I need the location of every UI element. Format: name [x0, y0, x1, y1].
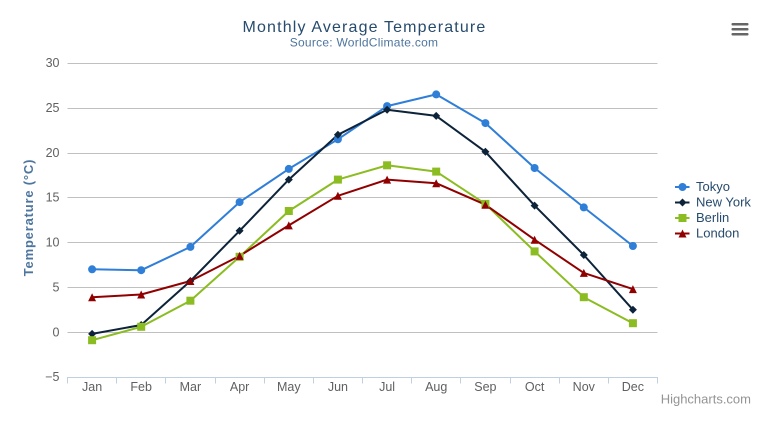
svg-text:0: 0 [53, 326, 60, 340]
svg-text:5: 5 [53, 281, 60, 295]
svg-text:Oct: Oct [525, 380, 545, 394]
svg-text:Berlin: Berlin [696, 210, 729, 225]
svg-text:London: London [696, 226, 739, 241]
svg-text:Jun: Jun [328, 380, 348, 394]
svg-text:Tokyo: Tokyo [696, 179, 730, 194]
svg-text:Source: WorldClimate.com: Source: WorldClimate.com [290, 36, 439, 50]
svg-text:15: 15 [46, 191, 60, 205]
svg-text:Dec: Dec [622, 380, 644, 394]
svg-text:Sep: Sep [474, 380, 496, 394]
svg-text:10: 10 [46, 236, 60, 250]
svg-text:Jul: Jul [379, 380, 395, 394]
svg-text:Feb: Feb [130, 380, 152, 394]
svg-text:Mar: Mar [180, 380, 202, 394]
svg-text:Apr: Apr [230, 380, 249, 394]
svg-text:New York: New York [696, 195, 751, 210]
svg-text:30: 30 [46, 56, 60, 70]
svg-text:Temperature (°C): Temperature (°C) [21, 159, 36, 276]
svg-text:Nov: Nov [573, 380, 596, 394]
svg-text:Highcharts.com: Highcharts.com [661, 392, 751, 407]
svg-text:Jan: Jan [82, 380, 102, 394]
svg-text:25: 25 [46, 101, 60, 115]
svg-text:Aug: Aug [425, 380, 447, 394]
svg-text:20: 20 [46, 146, 60, 160]
svg-text:May: May [277, 380, 301, 394]
svg-text:Monthly Average Temperature: Monthly Average Temperature [243, 19, 487, 36]
svg-text:−5: −5 [45, 370, 59, 384]
